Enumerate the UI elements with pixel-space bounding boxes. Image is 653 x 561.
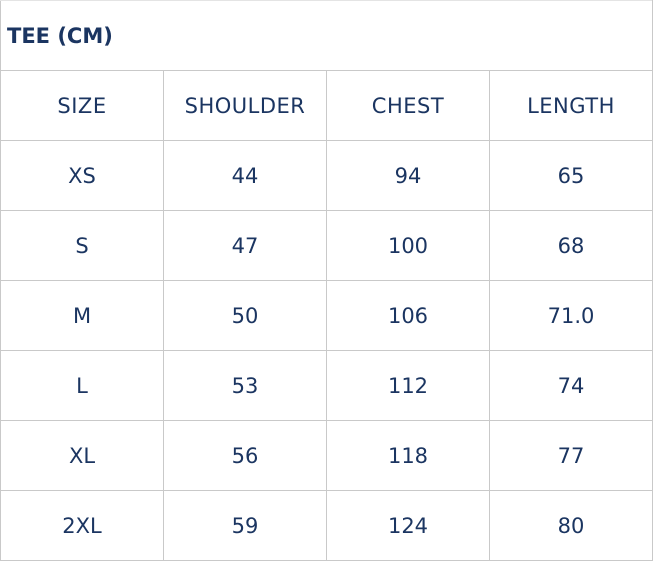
table-row: L 53 112 74 [0, 350, 653, 421]
header-chest: CHEST [326, 70, 490, 141]
cell-chest: 106 [326, 280, 490, 351]
header-size: SIZE [0, 70, 164, 141]
header-length: LENGTH [489, 70, 653, 141]
cell-length: 80 [489, 490, 653, 561]
title-row: TEE (CM) [0, 0, 653, 71]
table-row: XL 56 118 77 [0, 420, 653, 491]
cell-chest: 124 [326, 490, 490, 561]
table-row: XS 44 94 65 [0, 140, 653, 211]
cell-shoulder: 44 [163, 140, 327, 211]
table-row: S 47 100 68 [0, 210, 653, 281]
cell-size: S [0, 210, 164, 281]
cell-shoulder: 53 [163, 350, 327, 421]
cell-length: 77 [489, 420, 653, 491]
table-title: TEE (CM) [0, 0, 653, 71]
cell-shoulder: 50 [163, 280, 327, 351]
header-row: SIZE SHOULDER CHEST LENGTH [0, 70, 653, 141]
cell-shoulder: 59 [163, 490, 327, 561]
cell-length: 68 [489, 210, 653, 281]
table-row: 2XL 59 124 80 [0, 490, 653, 561]
cell-chest: 100 [326, 210, 490, 281]
cell-length: 65 [489, 140, 653, 211]
header-shoulder: SHOULDER [163, 70, 327, 141]
cell-size: L [0, 350, 164, 421]
cell-chest: 94 [326, 140, 490, 211]
cell-length: 71.0 [489, 280, 653, 351]
cell-size: XL [0, 420, 164, 491]
cell-shoulder: 56 [163, 420, 327, 491]
cell-size: M [0, 280, 164, 351]
table-row: M 50 106 71.0 [0, 280, 653, 351]
cell-length: 74 [489, 350, 653, 421]
cell-size: XS [0, 140, 164, 211]
cell-chest: 118 [326, 420, 490, 491]
cell-size: 2XL [0, 490, 164, 561]
cell-shoulder: 47 [163, 210, 327, 281]
cell-chest: 112 [326, 350, 490, 421]
